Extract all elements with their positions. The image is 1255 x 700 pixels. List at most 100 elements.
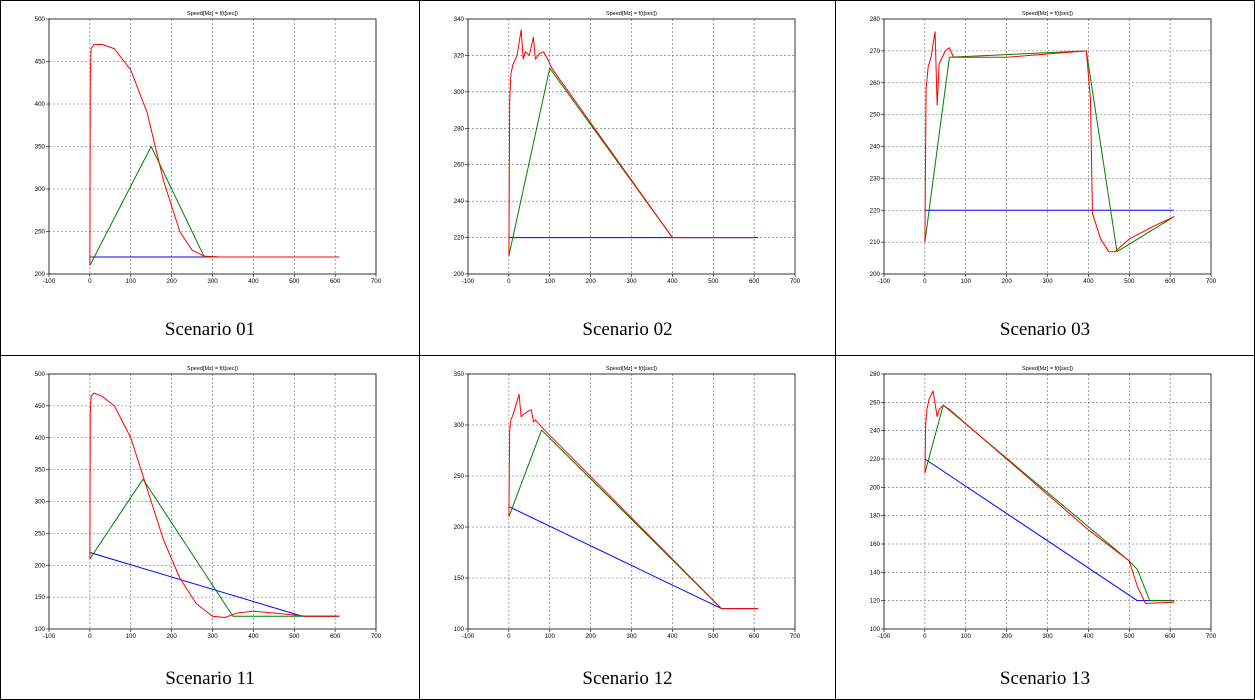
scenario-caption: Scenario 12 — [582, 668, 673, 689]
y-tick-label: 240 — [454, 198, 465, 205]
scenario-caption: Scenario 13 — [999, 668, 1091, 689]
y-tick-label: 240 — [870, 144, 881, 151]
y-tick-label: 160 — [870, 541, 881, 548]
x-tick-label: 500 — [1124, 278, 1135, 285]
scenario-caption: Scenario 02 — [582, 319, 673, 340]
y-tick-label: 260 — [454, 162, 465, 169]
y-tick-label: 270 — [870, 48, 881, 55]
plot-frame — [467, 373, 796, 630]
x-tick-label: 200 — [585, 633, 596, 640]
x-tick-label: 600 — [749, 278, 760, 285]
scenario-cell: Speed[Mz] = f(t[sec]) -100 0 100 200 300 400 50… — [420, 1, 836, 356]
series-line-red — [508, 393, 759, 610]
y-tick-label: 350 — [35, 467, 46, 474]
x-tick-label: 700 — [371, 278, 382, 285]
x-tick-label: 300 — [626, 633, 637, 640]
y-tick-label: 280 — [870, 371, 881, 378]
y-tick-label: 100 — [454, 626, 465, 633]
x-tick-label: 100 — [961, 633, 972, 640]
x-tick-label: 200 — [166, 633, 177, 640]
series-line-blue — [89, 552, 340, 617]
plot-frame — [48, 18, 377, 275]
y-tick-label: 400 — [35, 101, 46, 108]
x-tick-label: 700 — [1206, 633, 1217, 640]
x-tick-label: -100 — [43, 633, 56, 640]
x-tick-label: 200 — [1001, 633, 1012, 640]
x-tick-label: 400 — [1083, 278, 1094, 285]
y-tick-label: 250 — [870, 112, 881, 119]
speed-chart: Speed[Mz] = f(t[sec]) -100 0 100 200 300 400 50… — [454, 11, 801, 285]
series-line-red — [924, 31, 1175, 253]
y-tick-label: 120 — [870, 598, 881, 605]
x-tick-label: 100 — [126, 633, 137, 640]
x-tick-label: 300 — [207, 278, 218, 285]
y-tick-label: 220 — [454, 235, 465, 242]
y-tick-label: 350 — [35, 144, 46, 151]
y-tick-label: 100 — [870, 626, 881, 633]
x-tick-label: -100 — [878, 633, 891, 640]
x-tick-label: 500 — [1124, 633, 1135, 640]
y-tick-label: 300 — [454, 89, 465, 96]
x-tick-label: 200 — [1001, 278, 1012, 285]
y-tick-label: 150 — [35, 594, 46, 601]
y-tick-label: 100 — [35, 626, 46, 633]
y-tick-label: 200 — [454, 271, 465, 278]
y-tick-label: 280 — [454, 125, 465, 132]
speed-chart: Speed[Mz] = f(t[sec]) -100 0 100 200 300 400 50… — [870, 11, 1217, 285]
chart-title: Speed[Mz] = f(t[sec]) — [606, 11, 657, 17]
x-tick-label: -100 — [878, 278, 891, 285]
x-tick-label: 600 — [749, 633, 760, 640]
y-tick-label: 400 — [35, 435, 46, 442]
x-tick-label: 300 — [1042, 633, 1053, 640]
x-tick-label: 100 — [961, 278, 972, 285]
series-line-green — [508, 67, 673, 256]
plot-frame — [467, 18, 796, 275]
x-tick-label: 500 — [708, 633, 719, 640]
y-tick-label: 200 — [870, 484, 881, 491]
y-tick-label: 200 — [454, 524, 465, 531]
x-tick-label: 400 — [667, 278, 678, 285]
x-tick-label: 400 — [248, 278, 259, 285]
series-line-green — [924, 50, 1175, 253]
scenario-cell: Speed[Mz] = f(t[sec]) -100 0 100 200 300 400 50… — [836, 1, 1254, 356]
series-line-red — [924, 390, 1175, 604]
x-tick-label: 100 — [545, 278, 556, 285]
speed-chart: Speed[Mz] = f(t[sec]) -100 0 100 200 300 400 50… — [35, 11, 382, 285]
plot-frame — [883, 373, 1212, 630]
x-tick-label: 300 — [1042, 278, 1053, 285]
x-tick-label: -100 — [462, 278, 475, 285]
y-tick-label: 340 — [454, 16, 465, 23]
chart-title: Speed[Mz] = f(t[sec]) — [187, 11, 238, 17]
y-tick-label: 230 — [870, 175, 881, 182]
x-tick-label: 0 — [923, 633, 927, 640]
x-tick-label: 700 — [371, 633, 382, 640]
y-tick-label: 450 — [35, 59, 46, 66]
y-tick-label: 240 — [870, 428, 881, 435]
x-tick-label: 700 — [790, 633, 801, 640]
x-tick-label: 700 — [790, 278, 801, 285]
x-tick-label: 100 — [545, 633, 556, 640]
chart-title: Speed[Mz] = f(t[sec]) — [187, 366, 238, 372]
x-tick-label: 500 — [289, 278, 300, 285]
y-tick-label: 220 — [870, 456, 881, 463]
series-line-red — [89, 392, 340, 619]
chart-title: Speed[Mz] = f(t[sec]) — [1022, 11, 1073, 17]
chart-title: Speed[Mz] = f(t[sec]) — [1022, 366, 1073, 372]
x-tick-label: 400 — [248, 633, 259, 640]
x-tick-label: 0 — [923, 278, 927, 285]
y-tick-label: 320 — [454, 52, 465, 59]
x-tick-label: 400 — [667, 633, 678, 640]
x-tick-label: -100 — [462, 633, 475, 640]
series-line-red — [508, 29, 759, 256]
y-tick-label: 280 — [870, 16, 881, 23]
series-line-green — [924, 404, 1175, 602]
speed-chart: Speed[Mz] = f(t[sec]) -100 0 100 200 300 400 50… — [870, 366, 1217, 640]
y-tick-label: 350 — [454, 371, 465, 378]
y-tick-label: 260 — [870, 80, 881, 87]
y-tick-label: 250 — [35, 530, 46, 537]
scenario-caption: Scenario 03 — [999, 319, 1091, 340]
x-tick-label: 600 — [1165, 278, 1176, 285]
y-tick-label: 450 — [35, 403, 46, 410]
x-tick-label: 600 — [330, 278, 341, 285]
